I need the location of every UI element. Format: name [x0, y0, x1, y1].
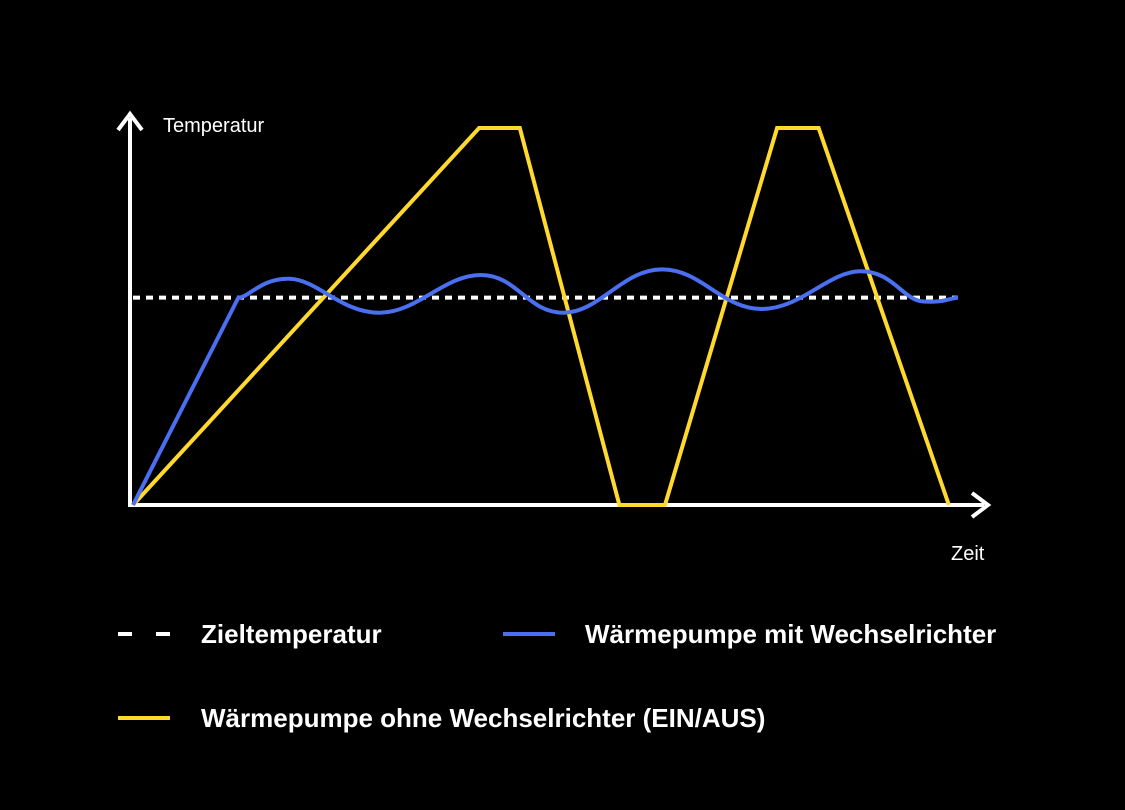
x-axis-arrow-icon — [970, 491, 992, 519]
series-layer — [131, 126, 959, 507]
legend-label-onoff: Wärmepumpe ohne Wechselrichter (EIN/AUS) — [201, 703, 765, 733]
y-axis-arrow-icon — [116, 110, 144, 132]
series-line-1 — [131, 267, 959, 506]
x-axis-label: Zeit — [951, 543, 985, 565]
legend: Zieltemperatur Wärmepumpe mit Wechselric… — [118, 619, 996, 733]
x-axis: Zeit — [128, 491, 992, 565]
legend-item-onoff: Wärmepumpe ohne Wechselrichter (EIN/AUS) — [118, 703, 765, 733]
y-axis-label: Temperatur — [163, 115, 264, 137]
legend-item-inverter: Wärmepumpe mit Wechselrichter — [503, 619, 996, 649]
legend-label-target: Zieltemperatur — [201, 619, 382, 649]
legend-label-inverter: Wärmepumpe mit Wechselrichter — [585, 619, 996, 649]
y-axis: Temperatur — [116, 110, 264, 505]
legend-item-target: Zieltemperatur — [118, 619, 382, 649]
series-line-2 — [131, 126, 951, 507]
